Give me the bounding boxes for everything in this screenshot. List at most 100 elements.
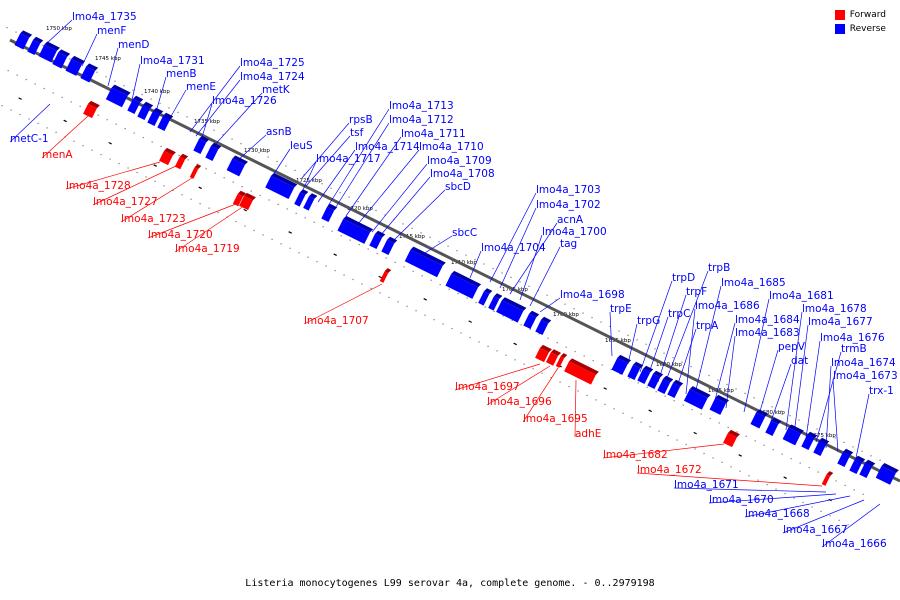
gene-label[interactable]: trpG [637, 315, 660, 327]
reverse-gene-block[interactable] [337, 218, 371, 244]
gene-label[interactable]: tsf [350, 127, 364, 139]
gene-label[interactable]: lmo4a_1728 [66, 180, 131, 192]
gene-label[interactable]: lmo4a_1666 [822, 538, 887, 550]
gene-label[interactable]: lmo4a_1723 [121, 213, 186, 225]
gene-label[interactable]: lmo4a_1711 [401, 128, 466, 140]
gene-label[interactable]: lmo4a_1684 [735, 314, 800, 326]
reverse-gene-block[interactable] [849, 458, 863, 475]
reverse-gene-block[interactable] [637, 368, 651, 385]
gene-label[interactable]: menF [97, 25, 126, 37]
forward-gene-block[interactable] [189, 167, 199, 179]
gene-label[interactable]: lmo4a_1671 [674, 479, 739, 491]
reverse-gene-block[interactable] [80, 66, 96, 83]
reverse-gene-block[interactable] [683, 389, 708, 410]
gene-label[interactable]: trx-1 [869, 385, 894, 397]
gene-label[interactable]: lmo4a_1710 [419, 141, 484, 153]
reverse-gene-block[interactable] [265, 175, 295, 200]
gene-label[interactable]: menD [118, 39, 149, 51]
reverse-gene-block[interactable] [523, 313, 537, 330]
gene-label[interactable]: trpC [668, 308, 690, 320]
gene-label[interactable]: trpD [672, 272, 695, 284]
gene-label[interactable]: lmo4a_1678 [802, 303, 867, 315]
reverse-gene-block[interactable] [38, 44, 57, 63]
gene-label[interactable]: lmo4a_1670 [709, 494, 774, 506]
gene-label[interactable]: lmo4a_1720 [148, 229, 213, 241]
gene-label[interactable]: lmo4a_1676 [820, 332, 885, 344]
gene-label[interactable]: lmo4a_1685 [721, 277, 786, 289]
reverse-gene-block[interactable] [137, 104, 151, 121]
gene-label[interactable]: rpsB [349, 114, 373, 126]
gene-label[interactable]: metC-1 [10, 133, 49, 145]
gene-label[interactable]: trpB [708, 262, 730, 274]
reverse-gene-block[interactable] [226, 158, 245, 177]
reverse-gene-block[interactable] [627, 364, 641, 381]
reverse-gene-block[interactable] [496, 300, 524, 323]
gene-label[interactable]: lmo4a_1672 [637, 464, 702, 476]
reverse-gene-block[interactable] [205, 145, 219, 162]
gene-label[interactable]: lmo4a_1668 [745, 508, 810, 520]
gene-label[interactable]: acnA [557, 214, 584, 226]
gene-label[interactable]: lmo4a_1683 [735, 327, 800, 339]
gene-label[interactable]: lmo4a_1727 [93, 196, 158, 208]
forward-gene-block[interactable] [535, 347, 549, 363]
reverse-gene-block[interactable] [303, 196, 315, 211]
reverse-gene-block[interactable] [478, 291, 490, 306]
reverse-gene-block[interactable] [837, 451, 851, 468]
reverse-gene-block[interactable] [294, 192, 306, 207]
gene-label[interactable]: lmo4a_1731 [140, 55, 205, 67]
reverse-gene-block[interactable] [321, 206, 335, 223]
forward-gene-block[interactable] [821, 474, 831, 486]
reverse-gene-block[interactable] [381, 239, 395, 256]
reverse-gene-block[interactable] [127, 98, 141, 115]
forward-gene-block[interactable] [159, 150, 173, 166]
gene-label[interactable]: lmo4a_1707 [304, 315, 369, 327]
gene-label[interactable]: menB [166, 68, 197, 80]
reverse-gene-block[interactable] [657, 378, 671, 395]
reverse-gene-block[interactable] [709, 397, 727, 415]
gene-label[interactable]: lmo4a_1695 [523, 413, 588, 425]
reverse-gene-block[interactable] [52, 52, 68, 69]
reverse-gene-block[interactable] [445, 273, 479, 299]
gene-label[interactable]: sbcC [452, 227, 477, 239]
gene-label[interactable]: lmo4a_1708 [430, 168, 495, 180]
reverse-gene-block[interactable] [647, 373, 661, 390]
gene-label[interactable]: lmo4a_1686 [695, 300, 760, 312]
reverse-gene-block[interactable] [765, 420, 779, 437]
gene-label[interactable]: leuS [290, 140, 313, 152]
gene-label[interactable]: lmo4a_1712 [389, 114, 454, 126]
reverse-gene-block[interactable] [859, 462, 873, 479]
gene-label[interactable]: lmo4a_1674 [831, 357, 896, 369]
gene-label[interactable]: lmo4a_1697 [455, 381, 520, 393]
gene-label[interactable]: lmo4a_1667 [783, 524, 848, 536]
forward-gene-block[interactable] [555, 356, 565, 368]
gene-label[interactable]: lmo4a_1717 [316, 153, 381, 165]
gene-label[interactable]: lmo4a_1673 [833, 370, 898, 382]
forward-gene-block[interactable] [239, 195, 253, 211]
gene-label[interactable]: lmo4a_1700 [542, 226, 607, 238]
gene-label[interactable]: lmo4a_1709 [427, 155, 492, 167]
reverse-gene-block[interactable] [535, 319, 549, 336]
gene-label[interactable]: lmo4a_1703 [536, 184, 601, 196]
gene-label[interactable]: lmo4a_1682 [603, 449, 668, 461]
gene-label[interactable]: lmo4a_1724 [240, 71, 305, 83]
gene-label[interactable]: tag [560, 238, 577, 250]
reverse-gene-block[interactable] [147, 110, 161, 127]
forward-gene-block[interactable] [545, 352, 559, 366]
gene-label[interactable]: trpF [686, 286, 707, 298]
gene-label[interactable]: lmo4a_1704 [481, 242, 546, 254]
gene-label[interactable]: lmo4a_1677 [808, 316, 873, 328]
gene-label[interactable]: trpE [610, 303, 632, 315]
gene-label[interactable]: pepV [778, 341, 806, 353]
reverse-gene-block[interactable] [611, 357, 629, 375]
gene-label[interactable]: menE [186, 81, 216, 93]
gene-label[interactable]: adhE [575, 428, 601, 440]
reverse-gene-block[interactable] [813, 440, 827, 457]
gene-label[interactable]: lmo4a_1681 [769, 290, 834, 302]
gene-label[interactable]: asnB [266, 126, 292, 138]
reverse-gene-block[interactable] [105, 87, 128, 108]
reverse-gene-block[interactable] [27, 39, 41, 56]
forward-gene-block[interactable] [723, 432, 737, 448]
reverse-gene-block[interactable] [65, 58, 83, 76]
forward-gene-block[interactable] [83, 103, 97, 119]
reverse-gene-block[interactable] [14, 33, 30, 50]
